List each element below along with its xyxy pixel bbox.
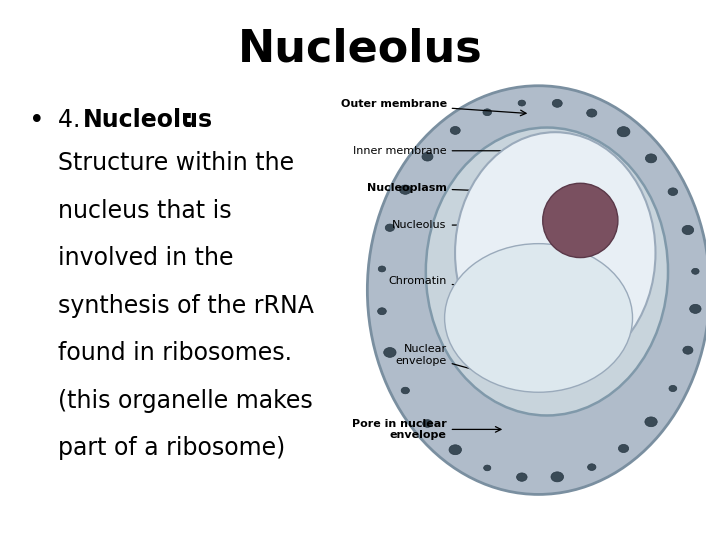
Text: :: : [184, 108, 193, 132]
Ellipse shape [618, 444, 629, 453]
Ellipse shape [423, 420, 432, 427]
Ellipse shape [400, 185, 411, 194]
Ellipse shape [449, 445, 462, 455]
Ellipse shape [483, 109, 492, 116]
Ellipse shape [401, 387, 410, 394]
Text: (this organelle makes: (this organelle makes [58, 389, 312, 413]
Ellipse shape [426, 127, 668, 415]
Ellipse shape [587, 109, 597, 117]
Ellipse shape [617, 127, 630, 137]
Text: Pore in nuclear
envelope: Pore in nuclear envelope [352, 418, 501, 440]
Text: Nucleolus: Nucleolus [83, 108, 213, 132]
Ellipse shape [551, 472, 564, 482]
Ellipse shape [692, 268, 699, 274]
Text: Nucleolus: Nucleolus [238, 27, 482, 70]
Ellipse shape [445, 244, 633, 392]
Text: Nucleolus: Nucleolus [392, 220, 539, 230]
Ellipse shape [552, 99, 562, 107]
Ellipse shape [690, 305, 701, 313]
Text: Nucleoplasm: Nucleoplasm [366, 183, 530, 195]
Ellipse shape [683, 346, 693, 354]
Text: Inner membrane: Inner membrane [353, 146, 526, 156]
Ellipse shape [668, 188, 678, 195]
Text: part of a ribosome): part of a ribosome) [58, 436, 285, 460]
Ellipse shape [378, 266, 386, 272]
Ellipse shape [450, 126, 460, 134]
Ellipse shape [377, 308, 387, 315]
Ellipse shape [455, 132, 655, 374]
Text: Outer membrane: Outer membrane [341, 99, 526, 116]
Text: nucleus that is: nucleus that is [58, 199, 231, 222]
Text: found in ribosomes.: found in ribosomes. [58, 341, 292, 365]
Ellipse shape [484, 465, 491, 471]
Ellipse shape [385, 224, 395, 232]
Ellipse shape [669, 386, 677, 392]
Ellipse shape [422, 152, 433, 161]
Ellipse shape [588, 464, 596, 470]
Ellipse shape [645, 154, 657, 163]
Text: Chromatin: Chromatin [388, 276, 501, 292]
Text: •: • [29, 108, 45, 134]
Ellipse shape [367, 86, 710, 495]
Text: Structure within the: Structure within the [58, 151, 294, 175]
Ellipse shape [516, 473, 527, 481]
Ellipse shape [518, 100, 526, 106]
Text: involved in the: involved in the [58, 246, 233, 270]
Text: 4.: 4. [58, 108, 87, 132]
Ellipse shape [543, 183, 618, 258]
Ellipse shape [384, 348, 396, 357]
Text: synthesis of the rRNA: synthesis of the rRNA [58, 294, 313, 318]
Ellipse shape [682, 225, 693, 234]
Text: Nuclear
envelope: Nuclear envelope [395, 345, 485, 374]
Ellipse shape [645, 417, 657, 427]
